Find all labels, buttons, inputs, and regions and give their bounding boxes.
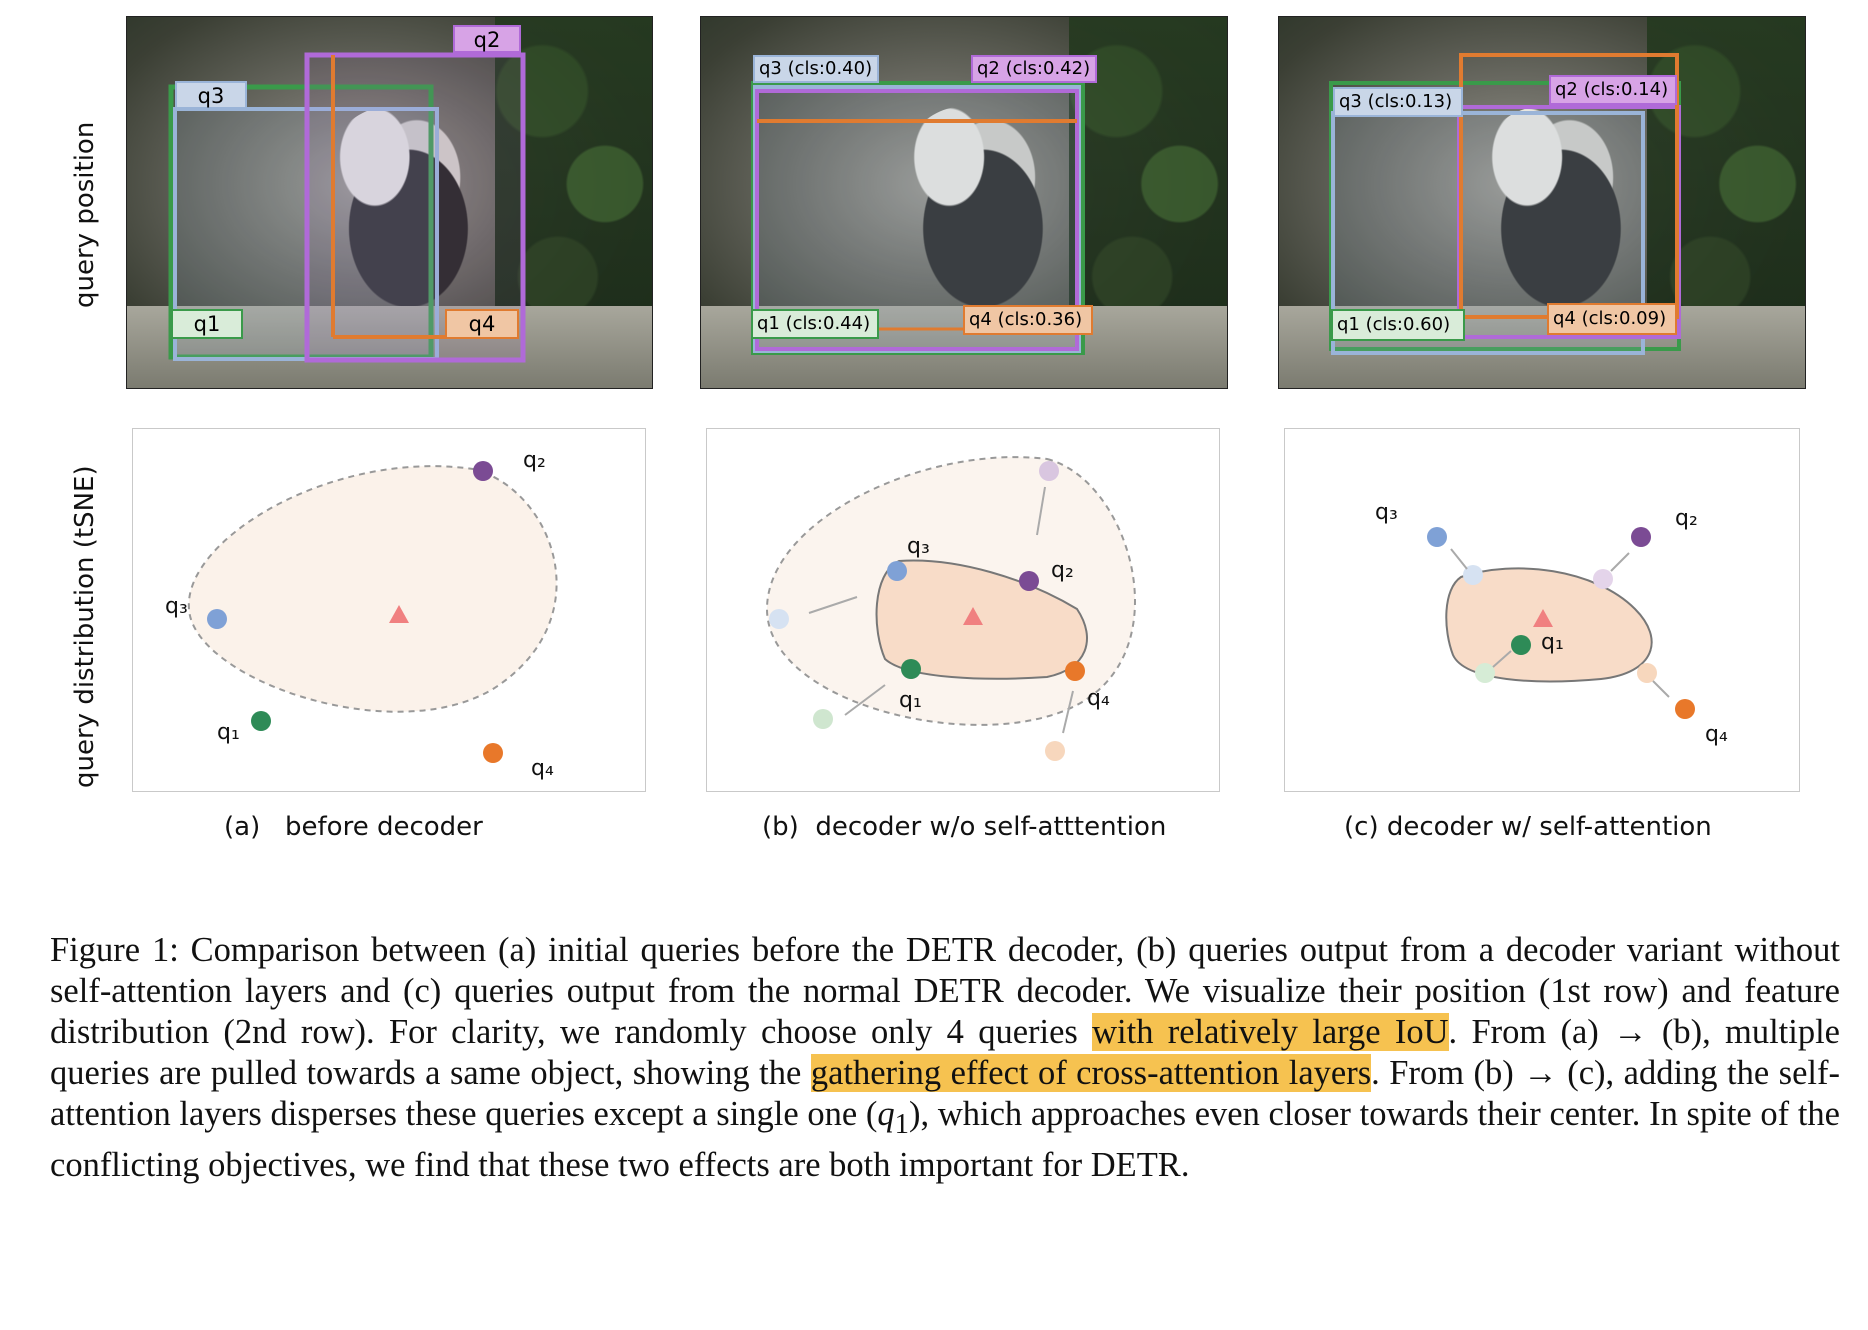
point-label-q2-a: q₂ xyxy=(523,448,546,473)
box-label-q1-a: q1 xyxy=(171,309,243,339)
caption-text-3: . From (b) → (c), adding the self-attent… xyxy=(50,1054,1840,1133)
point-label-q1-a: q₁ xyxy=(217,720,240,745)
box-label-q4-c: q4 (cls:0.09) xyxy=(1547,303,1677,335)
box-label-q3-b: q3 (cls:0.40) xyxy=(753,55,879,83)
box-label-q2-c: q2 (cls:0.14) xyxy=(1549,75,1677,105)
point-label-q4-a: q₄ xyxy=(531,756,554,781)
box-label-q2-b: q2 (cls:0.42) xyxy=(971,55,1097,83)
point-label-q2-b: q₂ xyxy=(1051,558,1074,583)
center-marker-b xyxy=(963,607,983,625)
tsne-panel-c: q₃ q₂ q₁ q₄ xyxy=(1284,428,1800,792)
box-label-q3-a: q3 xyxy=(175,81,247,109)
point-q1-b xyxy=(901,659,921,679)
ghost-q4-b xyxy=(1045,741,1065,761)
caption-text-1: Figure 1: Comparison between (a) initial… xyxy=(50,931,1840,1051)
point-q4-c xyxy=(1675,699,1695,719)
caption-text-2: . From (a) → (b), multiple queries are p… xyxy=(50,1013,1840,1092)
ghost-q4-c xyxy=(1637,663,1657,683)
caption-text-4: ), which approaches even closer towards … xyxy=(50,1095,1840,1184)
ghost-q2-b xyxy=(1039,461,1059,481)
point-q3-c xyxy=(1427,527,1447,547)
point-q2-a xyxy=(473,461,493,481)
row-label-query-distribution: query distribution (tSNE) xyxy=(70,465,100,788)
ghost-q1-b xyxy=(813,709,833,729)
ghost-q3-b xyxy=(769,609,789,629)
point-q4-b xyxy=(1065,661,1085,681)
caption-highlight-iou: with relatively large IoU xyxy=(1092,1013,1449,1051)
photo-panel-a: q2 q3 q1 q4 xyxy=(126,16,653,389)
caption-q1: q xyxy=(877,1095,895,1133)
point-q2-b xyxy=(1019,571,1039,591)
point-q4-a xyxy=(483,743,503,763)
point-label-q4-b: q₄ xyxy=(1087,686,1110,711)
query-hull-a xyxy=(187,465,558,713)
point-label-q4-c: q₄ xyxy=(1705,722,1728,747)
box-label-q3-c: q3 (cls:0.13) xyxy=(1333,87,1463,117)
point-label-q3-a: q₃ xyxy=(165,594,188,619)
box-label-q1-c: q1 (cls:0.60) xyxy=(1331,309,1465,341)
ghost-q2-c xyxy=(1593,569,1613,589)
sublabel-b: (b) decoder w/o self-atttention xyxy=(762,812,1167,842)
photo-panel-b: q3 (cls:0.40) q2 (cls:0.42) q1 (cls:0.44… xyxy=(700,16,1228,389)
sublabel-c: (c) decoder w/ self-attention xyxy=(1344,812,1712,842)
point-q1-c xyxy=(1511,635,1531,655)
caption-highlight-gathering: gathering effect of cross-attention laye… xyxy=(810,1054,1372,1092)
box-label-q4-b: q4 (cls:0.36) xyxy=(963,305,1093,335)
point-label-q3-b: q₃ xyxy=(907,534,930,559)
point-label-q2-c: q₂ xyxy=(1675,506,1698,531)
point-label-q1-c: q₁ xyxy=(1541,630,1564,655)
tsne-panel-a: q₂ q₃ q₁ q₄ xyxy=(132,428,646,792)
point-label-q3-c: q₃ xyxy=(1375,500,1398,525)
point-q2-c xyxy=(1631,527,1651,547)
inner-hull-b xyxy=(875,559,1088,680)
point-q3-b xyxy=(887,561,907,581)
ghost-q3-c xyxy=(1463,565,1483,585)
figure-caption: Figure 1: Comparison between (a) initial… xyxy=(50,930,1840,1186)
point-label-q1-b: q₁ xyxy=(899,688,922,713)
row-label-query-position: query position xyxy=(70,121,100,308)
center-marker-c xyxy=(1533,609,1553,627)
ghost-q1-c xyxy=(1475,663,1495,683)
point-q1-a xyxy=(251,711,271,731)
box-label-q2-a: q2 xyxy=(453,25,521,53)
box-label-q4-a: q4 xyxy=(445,309,519,339)
tsne-panel-b: q₃ q₂ q₁ q₄ xyxy=(706,428,1220,792)
photo-panel-c: q3 (cls:0.13) q2 (cls:0.14) q1 (cls:0.60… xyxy=(1278,16,1806,389)
center-marker-a xyxy=(389,605,409,623)
point-q3-a xyxy=(207,609,227,629)
bbox-q2 xyxy=(755,89,1079,351)
caption-q1-sub: 1 xyxy=(894,1107,910,1140)
box-label-q1-b: q1 (cls:0.44) xyxy=(751,309,879,339)
sublabel-a: (a) before decoder xyxy=(224,812,483,842)
